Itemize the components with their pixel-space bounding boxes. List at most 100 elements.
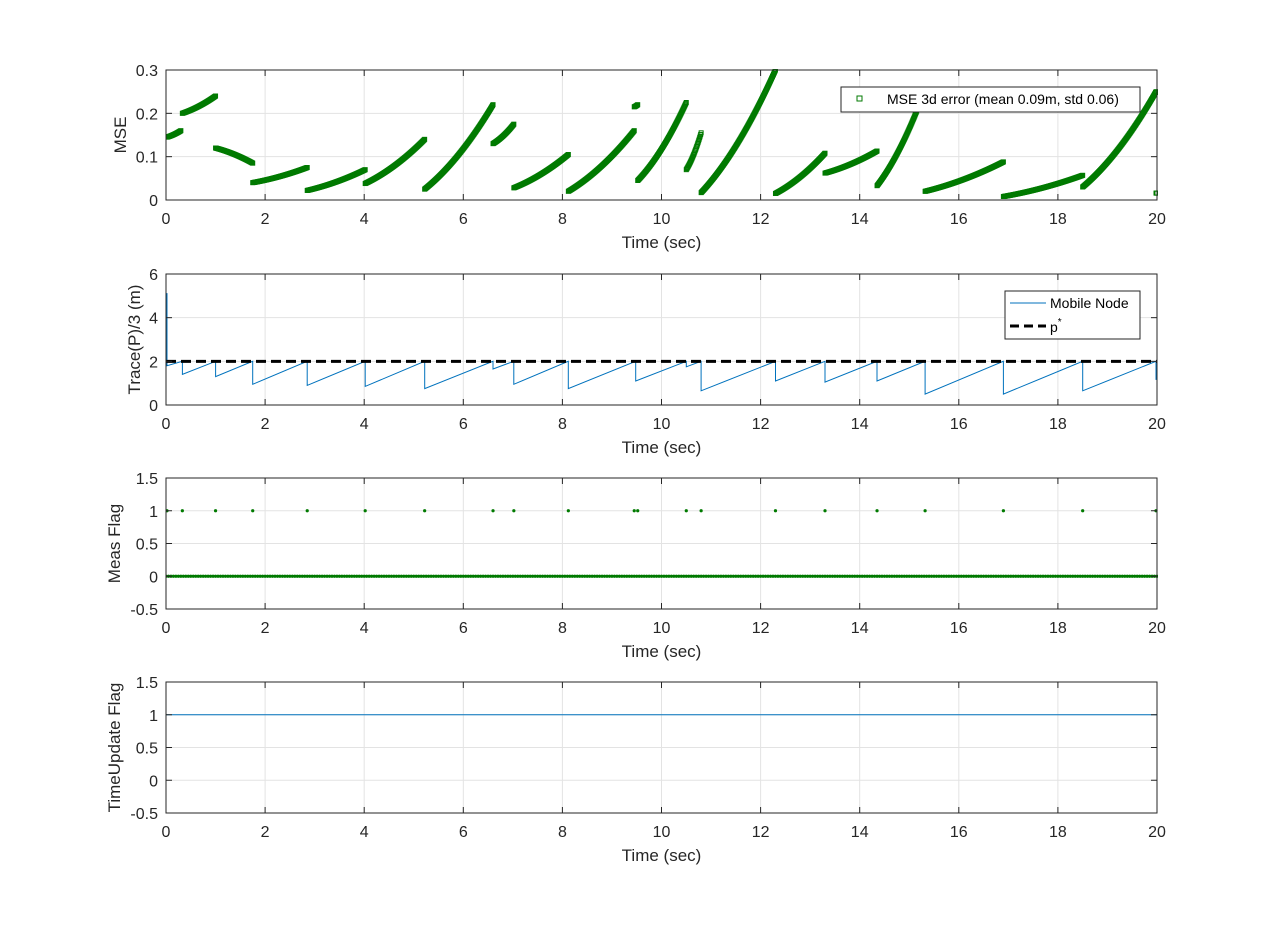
flag-point-zero [248,574,252,578]
flag-point-zero [706,574,711,578]
flag-point-zero [786,574,790,578]
flag-point-zero [1086,574,1090,578]
flag-point-zero [1011,574,1015,578]
flag-point-zero [1021,574,1025,578]
flag-point-zero [1066,574,1070,578]
mse-point [511,121,517,127]
legend-marker-square-icon [856,95,863,102]
flag-point-one [699,509,703,513]
flag-point-zero [1100,574,1105,578]
mse-point [1080,172,1086,178]
flag-point-zero [833,574,837,578]
flag-point-zero [575,574,579,578]
flag-point-zero [617,574,621,578]
flag-point-zero [954,574,958,578]
flag-point-zero [835,574,840,578]
flag-point-zero [382,574,386,578]
flag-point-zero [258,574,262,578]
flag-point-zero [1123,574,1127,578]
flag-point-zero [1133,574,1137,578]
flag-point-zero [179,574,183,578]
flag-point-zero [550,574,555,578]
flag-point-zero [238,574,242,578]
flag-point-zero [1128,574,1132,578]
flag-point-zero [855,574,859,578]
flag-point-zero [246,574,250,578]
flag-point-zero [488,574,493,578]
flag-point-zero [818,574,822,578]
flag-point-zero [402,574,406,578]
flag-point-zero [597,574,602,578]
flag-point-zero [749,574,753,578]
flag-point-zero [476,574,480,578]
flag-point-zero [868,574,872,578]
flag-point-zero [746,574,750,578]
flag-point-zero [1043,574,1048,578]
x-tick-label: 12 [752,416,770,433]
x-tick-label: 18 [1049,620,1067,637]
flag-point-zero [704,574,708,578]
flag-point-zero [454,574,458,578]
flag-point-zero [506,574,510,578]
x-tick-label: 14 [851,211,869,228]
mse-point [250,160,256,166]
flag-point-zero [278,574,282,578]
flag-point-zero [1110,574,1115,578]
flag-point-zero [677,574,681,578]
flag-point-zero [342,574,346,578]
flag-point-zero [194,574,198,578]
flag-point-zero [939,574,944,578]
flag-point-zero [803,574,807,578]
flag-point-zero [811,574,815,578]
flag-point-zero [679,574,683,578]
flag-point-zero [365,574,369,578]
flag-point-zero [568,574,572,578]
flag-point-zero [815,574,820,578]
subplot-trace-ticks: 0 2 4 6 8 10 12 14 16 18 20 0 2 4 6 [149,267,1166,433]
flag-point-zero [1036,574,1040,578]
flag-point-zero [486,574,490,578]
flag-point-zero [689,574,693,578]
flag-point-zero [793,574,797,578]
flag-point-zero [483,574,488,578]
flag-point-zero [860,574,864,578]
flag-point-zero [1138,574,1142,578]
mse-point [1153,89,1158,95]
flag-point-zero [957,574,961,578]
flag-point-zero [233,574,237,578]
flag-point-one [636,509,640,513]
y-tick-label: 2 [149,354,158,371]
flag-point-zero [979,574,983,578]
flag-point-zero [308,574,312,578]
flag-point-zero [446,574,451,578]
flag-point-zero [335,574,339,578]
y-tick-label: 0.1 [136,150,158,167]
flag-point-zero [949,574,953,578]
subplot-trace-ylabel: Trace(P)/3 (m) [125,285,144,395]
flag-point-zero [265,574,270,578]
flag-point-zero [1051,574,1055,578]
x-tick-label: 10 [653,824,671,841]
flag-point-zero [902,574,906,578]
flag-point-zero [929,574,934,578]
flag-point-one [923,509,927,513]
flag-point-zero [672,574,676,578]
flag-point-zero [781,574,785,578]
x-tick-label: 18 [1049,211,1067,228]
flag-point-zero [588,574,592,578]
x-tick-label: 8 [558,620,567,637]
x-tick-label: 14 [851,620,869,637]
flag-point-zero [647,574,651,578]
flag-point-zero [1073,574,1077,578]
flag-point-zero [526,574,530,578]
flag-point-zero [268,574,272,578]
flag-point-zero [858,574,862,578]
flag-point-zero [687,574,691,578]
flag-point-zero [355,574,359,578]
subplot-trace: 0 2 4 6 8 10 12 14 16 18 20 0 2 4 6 Time (sec) Trace(P… [125,267,1166,457]
flag-point-zero [352,574,356,578]
flag-point-zero [602,574,607,578]
flag-point-zero [607,574,612,578]
flag-point-zero [1016,574,1020,578]
flag-point-zero [300,574,304,578]
